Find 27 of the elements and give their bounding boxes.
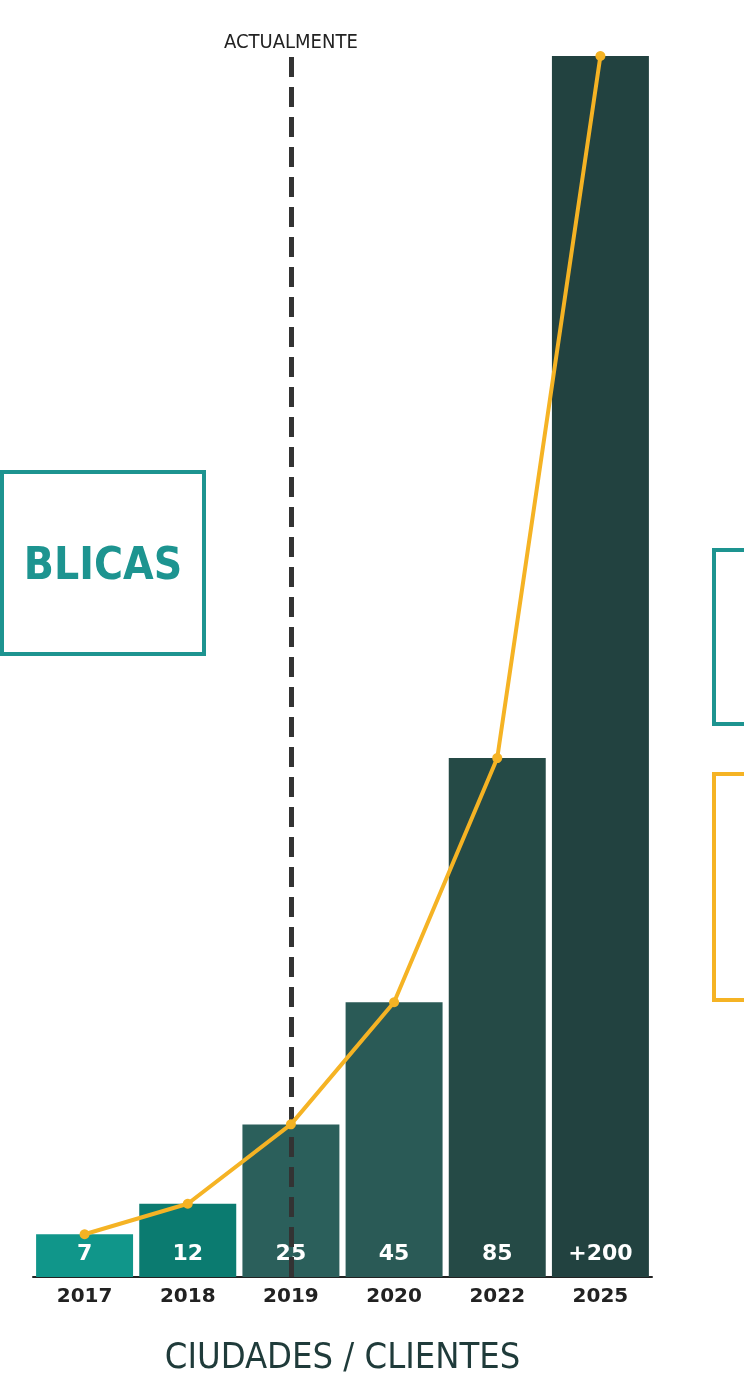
x-tick-label: 2025 <box>572 1283 629 1307</box>
bar <box>242 1124 340 1277</box>
bar <box>448 758 546 1277</box>
point <box>389 997 400 1008</box>
ref-line-label: ACTUALMENTE <box>224 29 358 53</box>
data-label: 12 <box>172 1239 204 1265</box>
x-axis-title: CIUDADES / CLIENTES <box>164 1334 521 1376</box>
bar <box>345 1002 443 1277</box>
point <box>492 753 503 764</box>
data-label: 45 <box>378 1239 410 1265</box>
data-label: 25 <box>275 1239 307 1265</box>
x-tick-label: 2020 <box>366 1283 422 1307</box>
data-label: 7 <box>76 1239 93 1265</box>
point <box>595 51 606 61</box>
point <box>182 1198 193 1209</box>
bar <box>36 1234 134 1277</box>
point <box>79 1229 90 1240</box>
annotation: BLICAS <box>23 537 183 589</box>
x-tick-label: 2017 <box>56 1283 113 1307</box>
point <box>285 1119 296 1130</box>
data-label: 85 <box>481 1239 513 1265</box>
x-tick-label: 2019 <box>263 1283 319 1307</box>
bar <box>551 56 649 1277</box>
x-tick-label: 2022 <box>469 1283 526 1307</box>
bar <box>139 1203 237 1277</box>
x-tick-label: 2018 <box>159 1283 216 1307</box>
data-label: +200 <box>568 1239 633 1265</box>
